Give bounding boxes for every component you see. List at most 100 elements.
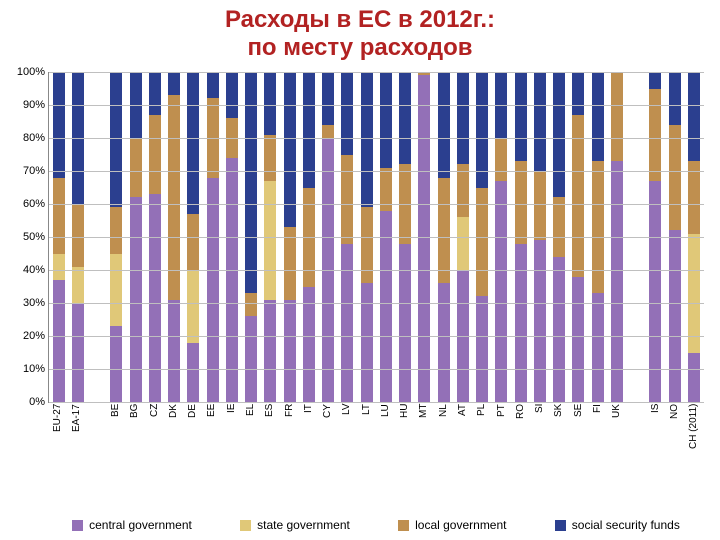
gridline bbox=[49, 138, 704, 139]
segment-local bbox=[553, 197, 565, 256]
x-tick-label: BE bbox=[110, 404, 121, 462]
y-tick-label: 50% bbox=[23, 231, 45, 243]
segment-state bbox=[187, 270, 199, 343]
legend-label: central government bbox=[89, 518, 192, 532]
gridline bbox=[49, 237, 704, 238]
segment-central bbox=[592, 293, 604, 402]
segment-central bbox=[341, 244, 353, 402]
x-tick-label: IE bbox=[226, 404, 237, 462]
segment-central bbox=[476, 296, 488, 402]
y-tick-label: 0% bbox=[29, 396, 45, 408]
gridline bbox=[49, 402, 704, 403]
segment-social bbox=[149, 72, 161, 115]
x-tick-label: PL bbox=[476, 404, 487, 462]
segment-social bbox=[264, 72, 276, 135]
x-tick-label: LU bbox=[380, 404, 391, 462]
segment-social bbox=[649, 72, 661, 89]
y-tick-label: 40% bbox=[23, 264, 45, 276]
segment-local bbox=[149, 115, 161, 194]
x-tick-label: DK bbox=[168, 404, 179, 462]
segment-central bbox=[245, 316, 257, 402]
x-tick-label: PT bbox=[496, 404, 507, 462]
gridline bbox=[49, 369, 704, 370]
legend-swatch bbox=[555, 520, 566, 531]
y-tick-label: 90% bbox=[23, 99, 45, 111]
segment-local bbox=[187, 214, 199, 270]
segment-state bbox=[457, 217, 469, 270]
segment-central bbox=[553, 257, 565, 402]
x-tick-label: IT bbox=[303, 404, 314, 462]
legend-item-central: central government bbox=[72, 518, 192, 532]
segment-local bbox=[669, 125, 681, 231]
segment-local bbox=[53, 178, 65, 254]
x-tick-label: EL bbox=[245, 404, 256, 462]
segment-local bbox=[130, 138, 142, 197]
legend-label: social security funds bbox=[572, 518, 680, 532]
segment-local bbox=[438, 178, 450, 284]
segment-local bbox=[515, 161, 527, 244]
segment-local bbox=[592, 161, 604, 293]
segment-local bbox=[572, 115, 584, 277]
segment-social bbox=[457, 72, 469, 164]
segment-social bbox=[572, 72, 584, 115]
segment-central bbox=[53, 280, 65, 402]
x-tick-label: CH (2011) bbox=[688, 404, 699, 462]
segment-state bbox=[110, 254, 122, 327]
segment-state bbox=[53, 254, 65, 280]
plot-region: 0%10%20%30%40%50%60%70%80%90%100% bbox=[48, 72, 704, 403]
segment-local bbox=[264, 135, 276, 181]
x-tick-label: SK bbox=[553, 404, 564, 462]
legend-label: local government bbox=[415, 518, 506, 532]
segment-social bbox=[361, 72, 373, 207]
segment-social bbox=[438, 72, 450, 178]
segment-social bbox=[592, 72, 604, 161]
segment-local bbox=[341, 155, 353, 244]
segment-central bbox=[226, 158, 238, 402]
x-tick-label: EA-17 bbox=[71, 404, 82, 462]
segment-central bbox=[264, 300, 276, 402]
x-tick-label: SE bbox=[573, 404, 584, 462]
legend-item-local: local government bbox=[398, 518, 506, 532]
segment-central bbox=[515, 244, 527, 402]
segment-local bbox=[245, 293, 257, 316]
segment-local bbox=[110, 207, 122, 253]
segment-social bbox=[110, 72, 122, 207]
segment-state bbox=[688, 234, 700, 353]
y-tick-label: 10% bbox=[23, 363, 45, 375]
segment-central bbox=[72, 303, 84, 402]
x-tick-label: CZ bbox=[149, 404, 160, 462]
gridline bbox=[49, 171, 704, 172]
segment-state bbox=[72, 267, 84, 303]
legend-swatch bbox=[240, 520, 251, 531]
title-line-2: по месту расходов bbox=[0, 34, 720, 62]
segment-central bbox=[611, 161, 623, 402]
y-tick-label: 70% bbox=[23, 165, 45, 177]
legend-item-state: state government bbox=[240, 518, 350, 532]
x-tick-label: NL bbox=[438, 404, 449, 462]
y-tick-label: 30% bbox=[23, 297, 45, 309]
segment-social bbox=[380, 72, 392, 168]
x-tick-label: EE bbox=[206, 404, 217, 462]
x-tick-label: NO bbox=[669, 404, 680, 462]
legend-swatch bbox=[72, 520, 83, 531]
segment-local bbox=[322, 125, 334, 138]
x-tick-label: LT bbox=[361, 404, 372, 462]
y-tick-label: 60% bbox=[23, 198, 45, 210]
segment-central bbox=[688, 353, 700, 403]
segment-social bbox=[669, 72, 681, 125]
segment-central bbox=[399, 244, 411, 402]
segment-central bbox=[110, 326, 122, 402]
segment-local bbox=[649, 89, 661, 181]
segment-social bbox=[399, 72, 411, 164]
gridline bbox=[49, 336, 704, 337]
title-line-1: Расходы в ЕС в 2012г.: bbox=[0, 6, 720, 34]
segment-local bbox=[495, 138, 507, 181]
legend: central government state government local … bbox=[48, 518, 704, 532]
segment-social bbox=[207, 72, 219, 98]
segment-social bbox=[53, 72, 65, 178]
chart-title: Расходы в ЕС в 2012г.: по месту расходов bbox=[0, 0, 720, 61]
segment-social bbox=[322, 72, 334, 125]
segment-local bbox=[534, 171, 546, 240]
x-tick-label: UK bbox=[611, 404, 622, 462]
x-tick-label: CY bbox=[322, 404, 333, 462]
